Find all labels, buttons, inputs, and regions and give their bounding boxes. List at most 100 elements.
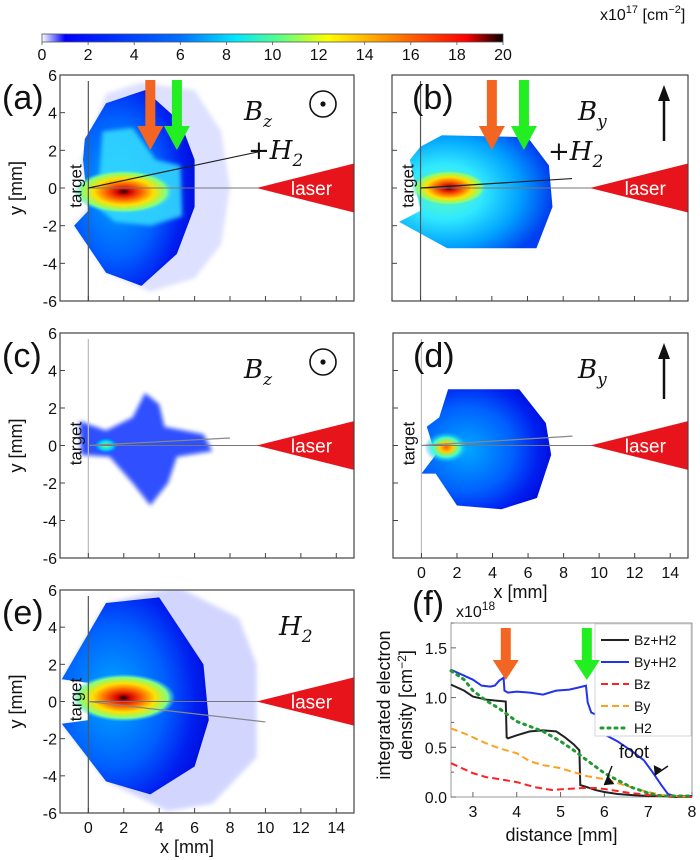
laser-label: laser [291,437,333,458]
jet-axis-line [420,177,573,189]
series-line-bz [450,762,692,798]
x-tick-label: 3 [468,804,477,821]
target-label: target [399,164,418,208]
colorbar-tick-label: 4 [130,47,139,64]
panel-f-line-plot: 0.0 0.5 1.0 1.5 3 4 5 6 7 8 distance [mm] integrate… [374,585,697,845]
series-line-bz-plus-h2 [450,683,692,798]
y-tick-label: -2 [43,219,57,236]
target-label: target [66,677,85,721]
green-arrow-icon [573,628,600,680]
y-tick-label: -4 [43,514,57,531]
y-tick-label: -6 [43,551,57,568]
panel-label: (a) [2,79,44,117]
y-axis-label: y [mm] [6,161,26,215]
y-tick-label: 6 [48,68,57,85]
laser-beam [256,163,354,213]
legend: Bz+H2 By+H2 Bz By H2 [594,623,692,737]
x-tick-label: 0 [84,820,93,837]
heatmap-content [73,81,354,301]
colorbar: x1017 [cm−2] 0 2 4 6 8 10 12 14 16 18 20 [38,4,686,64]
field-dot-icon [320,101,326,107]
jet-axis-line [88,700,266,723]
legend-box [594,623,692,737]
laser-beam [589,163,688,213]
heatmap-content [61,590,354,813]
laser-beam [256,677,354,726]
x-axis-label: x [mm] [160,837,214,857]
x-tick-label: 4 [155,820,164,837]
legend-label: Bz [634,676,650,692]
density-hotspot [73,169,174,214]
y-tick-label: 6 [48,583,57,600]
colorbar-tick-label: 10 [264,47,282,64]
panel-b-heatmap: laser target (b) By +H2 [391,74,689,302]
out-of-plane-field-icon [309,348,337,376]
panel-e-heatmap: laser target 6 4 2 0 -2 -4 -6 0 2 4 6 8 10 12 14 x [mm] y … [2,583,355,857]
series-line-by [450,727,693,798]
colorbar-gradient [41,33,504,43]
panel-a-heatmap: laser target 6 4 2 0 -2 -4 -6 y [mm] (a) Bz +H2 [2,68,355,311]
panel-d-heatmap: laser target 0 2 4 6 8 10 12 14 x [mm] (d) By [392,332,689,602]
y-tick-label: 2 [48,657,57,674]
field-condition-label: H2 [278,612,313,647]
panel-label: (b) [412,79,454,117]
x-tick-label: 5 [556,804,565,821]
arrowhead-icon [658,343,670,359]
laser-beam [256,421,354,470]
x-axis-label: x [mm] [494,582,548,602]
arrowhead-icon [658,85,670,101]
y-tick-label: 4 [48,620,57,637]
colorbar-tick-label: 8 [222,47,231,64]
field-condition-label: Bz [243,355,273,390]
heatmap-content [79,339,354,558]
heatmap-content [399,81,688,301]
colorbar-tick-label: 0 [38,47,47,64]
colorbar-tick-label: 20 [494,47,512,64]
density-core [421,389,552,510]
colorbar-tick-label: 16 [402,47,420,64]
foot-pointer-line [603,765,613,786]
legend-label: By [634,698,650,714]
panel-label: (f) [412,585,444,623]
x-tick-label: 7 [644,804,653,821]
x-tick-label: 14 [661,565,679,582]
out-of-plane-field-icon [309,90,337,118]
x-tick-label: 14 [327,820,345,837]
x-tick-label: 2 [119,820,128,837]
laser-label: laser [291,179,333,200]
colorbar-tick-label: 12 [310,47,328,64]
green-arrow-icon [163,80,190,150]
field-dot-icon [320,359,326,365]
y-tick-label: 4 [48,364,57,381]
x-tick-label: 12 [292,820,310,837]
jet-axis-line [88,149,266,189]
y-tick-label: 1.5 [425,641,447,658]
density-core [79,393,213,506]
y-axis-label-line2: density [cm−2] [395,650,416,760]
panel-label: (c) [2,337,42,375]
x-tick-label: 6 [524,565,533,582]
y-tick-label: 0 [48,695,57,712]
orange-arrow-icon [137,80,164,150]
colorbar-unit: x1017 [cm−2] [600,4,685,24]
y-tick-label: -6 [43,294,57,311]
laser-beam [590,421,688,470]
y-axis-label: y [mm] [6,675,26,729]
field-condition-label: By [577,97,607,132]
density-hotspot [424,431,469,464]
x-tick-label: 12 [626,565,644,582]
y-tick-label: 0 [48,439,57,456]
x-tick-label: 10 [257,820,275,837]
x-tick-label: 8 [688,804,697,821]
series-line-h2 [449,669,694,798]
field-extra-label: +H2 [548,137,603,172]
density-hotspot [71,673,176,722]
x-tick-label: 10 [590,565,608,582]
y-tick-label: -4 [43,256,57,273]
laser-label: laser [625,437,667,458]
x-tick-label: 6 [600,804,609,821]
colorbar-tick-label: 2 [84,47,93,64]
heatmap-content [420,339,688,558]
field-condition-label: Bz [243,97,273,132]
